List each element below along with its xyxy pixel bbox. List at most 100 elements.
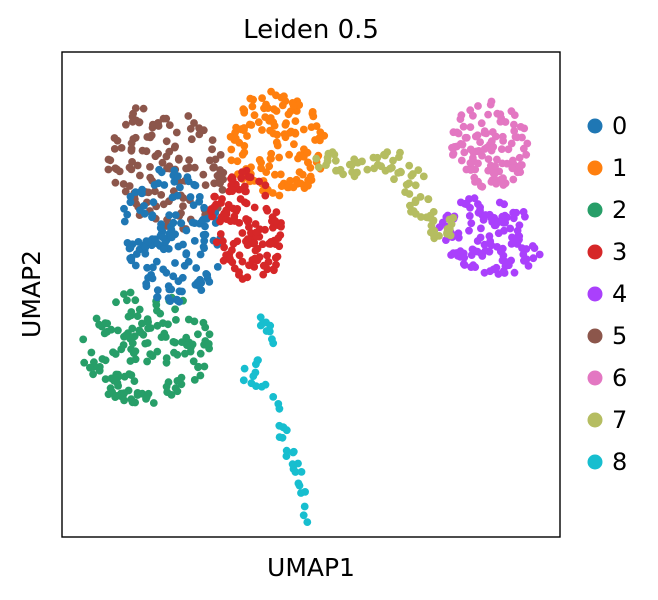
cluster-8-point — [254, 356, 262, 365]
cluster-1-point — [260, 104, 268, 113]
cluster-4-point — [492, 263, 501, 272]
cluster-1-point — [246, 94, 255, 103]
cluster-5-point — [199, 170, 208, 179]
cluster-0-point — [190, 237, 199, 245]
cluster-0-point — [120, 217, 129, 226]
cluster-6-point — [466, 123, 475, 131]
cluster-1-point — [312, 122, 321, 130]
cluster-0-point — [141, 249, 150, 258]
cluster-2-point — [162, 354, 171, 362]
cluster-4-point — [529, 254, 538, 263]
cluster-0-point — [205, 278, 214, 286]
cluster-4-point — [487, 214, 496, 223]
cluster-1-point — [304, 158, 312, 167]
cluster-1-point — [267, 87, 275, 96]
cluster-5-point — [117, 144, 126, 152]
cluster-2-point — [101, 319, 110, 327]
cluster-2-point — [142, 395, 150, 403]
cluster-3-point — [270, 266, 278, 275]
cluster-2-point — [120, 396, 128, 405]
cluster-2-point — [194, 330, 202, 339]
cluster-0-point — [134, 238, 143, 246]
cluster-3-point — [266, 240, 275, 248]
cluster-2-point — [189, 357, 198, 366]
cluster-6-point — [469, 111, 477, 120]
cluster-4-point — [456, 253, 465, 261]
cluster-2-point — [170, 348, 178, 357]
cluster-1-point — [278, 101, 287, 110]
cluster-5-point — [208, 136, 217, 145]
cluster-6-point — [484, 155, 493, 164]
cluster-7-point — [369, 153, 378, 162]
cluster-1-point — [240, 108, 249, 117]
cluster-1-point — [250, 111, 259, 120]
cluster-1-point — [243, 132, 251, 140]
legend-marker-7 — [587, 412, 603, 428]
cluster-6-point — [511, 133, 520, 141]
cluster-2-point — [107, 325, 116, 334]
cluster-7-point — [353, 168, 361, 177]
cluster-3-point — [243, 273, 252, 282]
cluster-5-point — [165, 121, 174, 129]
cluster-4-point — [508, 233, 516, 242]
cluster-8-point — [297, 468, 306, 476]
cluster-0-point — [160, 181, 169, 189]
legend-label-1: 1 — [612, 154, 627, 182]
cluster-3-point — [274, 234, 283, 243]
cluster-5-point — [206, 156, 214, 165]
cluster-2-point — [110, 374, 119, 382]
cluster-0-point — [156, 224, 165, 232]
cluster-2-point — [79, 335, 88, 344]
cluster-5-point — [136, 171, 144, 180]
cluster-5-point — [146, 163, 154, 171]
cluster-0-point — [159, 233, 167, 242]
cluster-5-point — [190, 163, 199, 172]
cluster-0-point — [199, 215, 208, 224]
cluster-6-point — [498, 159, 507, 168]
cluster-2-point — [128, 339, 137, 348]
cluster-6-point — [509, 156, 517, 165]
cluster-7-point — [397, 168, 405, 177]
cluster-0-point — [120, 204, 128, 213]
cluster-1-point — [309, 112, 318, 121]
cluster-8-point — [301, 488, 309, 496]
cluster-2-point — [95, 366, 104, 375]
cluster-0-point — [138, 189, 146, 198]
cluster-0-point — [171, 211, 180, 220]
cluster-1-point — [233, 157, 242, 166]
cluster-7-point — [405, 190, 414, 198]
cluster-3-point — [262, 204, 271, 213]
cluster-2-point — [143, 315, 152, 323]
cluster-8-point — [269, 393, 278, 401]
cluster-2-point — [125, 370, 134, 378]
cluster-0-point — [203, 271, 212, 279]
cluster-2-point — [156, 309, 165, 318]
cluster-3-point — [212, 238, 221, 247]
cluster-5-point — [171, 142, 180, 151]
cluster-0-point — [155, 165, 164, 174]
cluster-3-point — [272, 208, 281, 217]
cluster-1-point — [240, 124, 249, 132]
cluster-2-point — [112, 298, 120, 307]
cluster-7-point — [339, 170, 347, 179]
cluster-0-point — [148, 274, 157, 283]
cluster-3-point — [210, 192, 219, 201]
cluster-4-point — [490, 221, 499, 230]
cluster-3-point — [261, 181, 270, 190]
cluster-3-point — [259, 270, 268, 279]
cluster-5-point — [111, 178, 120, 187]
cluster-0-point — [142, 279, 151, 288]
cluster-5-point — [210, 179, 219, 188]
cluster-5-point — [175, 154, 183, 163]
cluster-6-point — [487, 137, 496, 146]
cluster-7-point — [416, 193, 425, 201]
cluster-7-point — [429, 231, 438, 240]
cluster-5-point — [144, 188, 153, 197]
cluster-6-point — [477, 119, 486, 128]
cluster-7-point — [417, 213, 425, 221]
cluster-5-point — [122, 120, 130, 129]
legend-label-3: 3 — [612, 238, 627, 266]
cluster-0-point — [179, 240, 187, 249]
cluster-0-point — [126, 192, 135, 201]
cluster-3-point — [277, 222, 285, 231]
